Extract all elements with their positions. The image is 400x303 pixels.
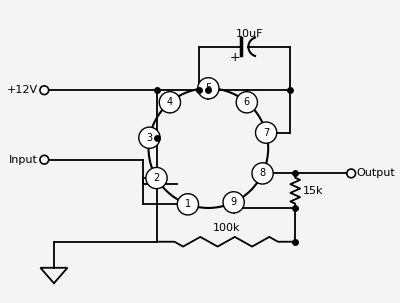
Text: +12V: +12V xyxy=(6,85,38,95)
Circle shape xyxy=(159,92,180,113)
Circle shape xyxy=(223,192,244,213)
Text: Input: Input xyxy=(9,155,38,165)
Circle shape xyxy=(252,163,273,184)
Text: 100k: 100k xyxy=(212,223,240,233)
Text: +: + xyxy=(230,51,240,64)
Circle shape xyxy=(347,169,356,178)
Circle shape xyxy=(236,92,258,113)
Text: 8: 8 xyxy=(260,168,266,178)
Circle shape xyxy=(40,86,49,95)
Circle shape xyxy=(40,155,49,164)
Text: 1: 1 xyxy=(185,199,191,209)
Text: 5: 5 xyxy=(205,83,212,93)
Text: 4: 4 xyxy=(167,97,173,107)
Text: 2: 2 xyxy=(154,173,160,183)
Circle shape xyxy=(177,194,198,215)
Circle shape xyxy=(146,168,167,189)
Circle shape xyxy=(139,127,160,148)
Text: 15k: 15k xyxy=(303,186,324,196)
Text: 9: 9 xyxy=(230,197,237,207)
Text: 3: 3 xyxy=(146,133,152,143)
Text: 6: 6 xyxy=(244,97,250,107)
Text: Output: Output xyxy=(356,168,395,178)
Text: 10uF: 10uF xyxy=(236,29,263,39)
Circle shape xyxy=(256,122,277,143)
Circle shape xyxy=(198,78,219,99)
Text: 7: 7 xyxy=(263,128,269,138)
